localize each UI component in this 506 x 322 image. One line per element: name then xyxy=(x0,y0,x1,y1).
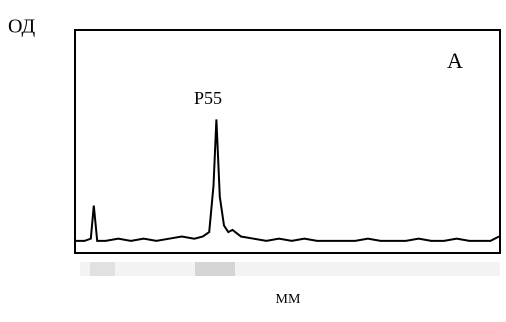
peak-annotation: P55 xyxy=(194,88,222,108)
trace-line xyxy=(76,119,499,240)
gel-strip xyxy=(80,262,500,276)
plot-frame xyxy=(75,30,500,253)
panel-label: А xyxy=(447,48,463,73)
x-axis-label: ММ xyxy=(276,292,301,307)
y-axis-label: ОД xyxy=(8,16,35,38)
chart: ОД ММ А P55 xyxy=(0,0,506,322)
